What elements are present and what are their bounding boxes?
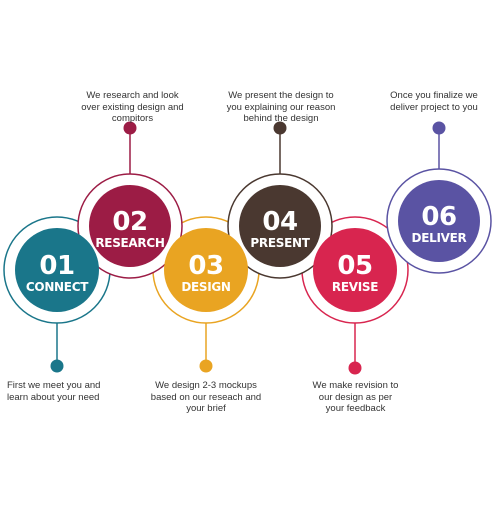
step-03-label: 03 DESIGN xyxy=(166,252,246,294)
step-05-title: REVISE xyxy=(331,280,379,294)
step-06-title: DELIVER xyxy=(411,231,467,245)
disc-02 xyxy=(89,185,171,267)
step-05-caption: We make revision to our design as per yo… xyxy=(312,380,399,414)
connector-05 xyxy=(348,323,362,375)
connector-03 xyxy=(199,323,213,373)
connector-06 xyxy=(432,121,446,171)
disc-04 xyxy=(239,185,321,267)
step-04-number: 04 xyxy=(262,207,298,237)
step-03-caption: We design 2-3 mockups based on our resea… xyxy=(150,380,262,414)
step-02-label: 02 RESEARCH xyxy=(85,208,175,250)
step-06-number: 06 xyxy=(421,202,457,232)
step-03-title: DESIGN xyxy=(181,280,231,294)
disc-06 xyxy=(398,180,480,262)
step-02-caption: We research and look over existing desig… xyxy=(81,90,184,124)
connector-02 xyxy=(123,121,137,177)
disc-01 xyxy=(15,228,99,312)
step-01-caption: First we meet you and learn about your n… xyxy=(7,380,101,403)
step-04-label: 04 PRESENT xyxy=(235,208,325,250)
step-02-number: 02 xyxy=(112,207,148,237)
step-01-number: 01 xyxy=(39,251,75,281)
step-06-caption: Once you finalize we deliver project to … xyxy=(390,90,478,113)
connector-01 xyxy=(50,323,64,373)
step-03-number: 03 xyxy=(188,251,224,281)
step-04-title: PRESENT xyxy=(250,236,310,250)
step-05-number: 05 xyxy=(337,251,373,281)
step-01-title: CONNECT xyxy=(25,280,89,294)
step-04-caption: We present the design to you explaining … xyxy=(226,90,336,124)
step-02-title: RESEARCH xyxy=(95,236,165,250)
connector-04 xyxy=(273,121,287,177)
step-05-label: 05 REVISE xyxy=(315,252,395,294)
step-01-label: 01 CONNECT xyxy=(17,252,97,294)
step-06-label: 06 DELIVER xyxy=(399,203,479,245)
disc-03 xyxy=(164,228,248,312)
disc-05 xyxy=(313,228,397,312)
